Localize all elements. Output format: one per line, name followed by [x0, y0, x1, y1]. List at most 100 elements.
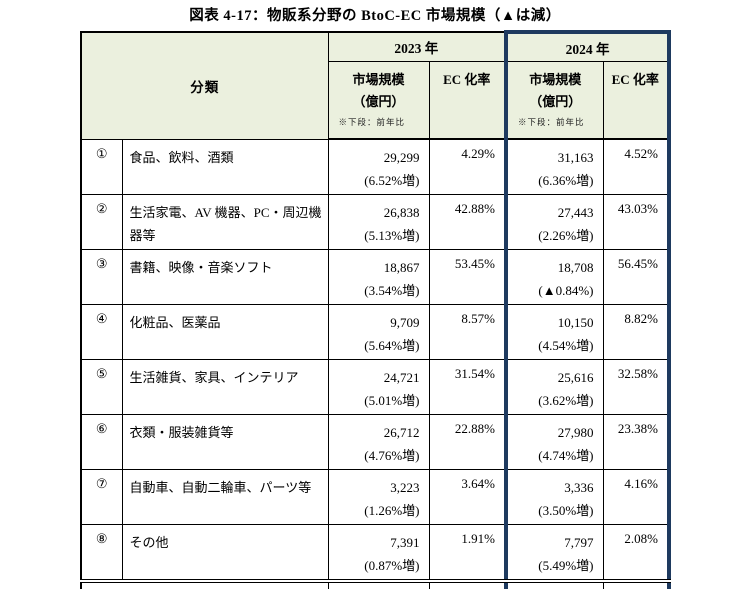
market-value: 26,712 [383, 425, 420, 440]
ec-rate-2023-cell: 22.88% [428, 414, 507, 470]
row-number: ⑦ [80, 469, 123, 525]
table-row: ⑦ 自動車、自動二輪車、パーツ等 3,223 (1.26%増) 3.64% 3,… [80, 469, 671, 525]
ec-rate-2024-cell: 23.38% [602, 414, 671, 470]
growth-value: (1.26%増) [364, 503, 420, 518]
market-value: 3,223 [390, 480, 420, 495]
total-ec-rate-2023: 9.38% [428, 579, 507, 589]
market-note: ※下段：前年比 [518, 117, 585, 127]
market-value: 7,797 [564, 535, 594, 550]
row-category: 生活雑貨、家具、インテリア [121, 359, 329, 415]
market-2023-cell: 9,709 (5.64%増) [327, 304, 430, 360]
total-row: 合計 146,760 (4.83%増) 9.38% 152,194 (3.70%… [80, 579, 671, 589]
growth-value: (5.01%増) [364, 393, 420, 408]
market-2024-cell: 25,616 (3.62%増) [504, 359, 604, 415]
market-unit-label: （億円） [352, 94, 405, 109]
table-row: ⑥ 衣類・服装雑貨等 26,712 (4.76%増) 22.88% 27,980… [80, 414, 671, 470]
market-2023-cell: 3,223 (1.26%増) [327, 469, 430, 525]
row-number: ③ [80, 249, 123, 305]
growth-value: (3.54%増) [364, 283, 420, 298]
market-2024-cell: 27,980 (4.74%増) [504, 414, 604, 470]
ec-rate-2023-subheader: EC 化率 [428, 61, 507, 140]
market-value: 24,721 [383, 370, 420, 385]
table-body: ① 食品、飲料、酒類 29,299 (6.52%増) 4.29% 31,163 … [80, 138, 671, 582]
ec-rate-2023-cell: 31.54% [428, 359, 507, 415]
growth-value: (2.26%増) [538, 228, 594, 243]
row-category: 食品、飲料、酒類 [121, 138, 329, 195]
ec-rate-2024-cell: 4.16% [602, 469, 671, 525]
ec-rate-2023-cell: 53.45% [428, 249, 507, 305]
market-2023-cell: 26,838 (5.13%増) [327, 194, 430, 250]
market-label: 市場規模 [529, 72, 582, 87]
table-row: ⑤ 生活雑貨、家具、インテリア 24,721 (5.01%増) 31.54% 2… [80, 359, 671, 415]
ec-market-table: 分類 2023 年 2024 年 市場規模 （億円） ※下段：前年比 EC 化率… [80, 30, 671, 589]
market-2024-cell: 3,336 (3.50%増) [504, 469, 604, 525]
total-market-2023: 146,760 (4.83%増) [327, 579, 430, 589]
class-header-cell: 分類 [80, 31, 329, 140]
market-2024-cell: 10,150 (4.54%増) [504, 304, 604, 360]
total-body: 合計 146,760 (4.83%増) 9.38% 152,194 (3.70%… [80, 579, 671, 589]
table-header: 分類 2023 年 2024 年 市場規模 （億円） ※下段：前年比 EC 化率… [80, 30, 671, 140]
ec-rate-2023-cell: 1.91% [428, 524, 507, 582]
market-2023-cell: 18,867 (3.54%増) [327, 249, 430, 305]
market-value: 29,299 [383, 150, 420, 165]
market-value: 7,391 [390, 535, 420, 550]
market-2023-cell: 24,721 (5.01%増) [327, 359, 430, 415]
market-value: 3,336 [564, 480, 594, 495]
row-category: 化粧品、医薬品 [121, 304, 329, 360]
market-note: ※下段：前年比 [338, 117, 406, 127]
ec-rate-2024-cell: 2.08% [602, 524, 671, 582]
market-value: 18,708 [557, 260, 594, 275]
row-category: その他 [121, 524, 329, 582]
market-2024-cell: 27,443 (2.26%増) [504, 194, 604, 250]
table-row: ⑧ その他 7,391 (0.87%増) 1.91% 7,797 (5.49%増… [80, 524, 671, 582]
market-2024-subheader: 市場規模 （億円） ※下段：前年比 [504, 61, 604, 140]
row-number: ⑤ [80, 359, 123, 415]
year-2024-header: 2024 年 [504, 30, 671, 62]
market-2023-subheader: 市場規模 （億円） ※下段：前年比 [327, 61, 430, 140]
market-value: 27,443 [557, 205, 594, 220]
market-2024-cell: 18,708 (▲0.84%) [504, 249, 604, 305]
ec-rate-2024-cell: 8.82% [602, 304, 671, 360]
ec-rate-2023-cell: 8.57% [428, 304, 507, 360]
table-row: ② 生活家電、AV 機器、PC・周辺機器等 26,838 (5.13%増) 42… [80, 194, 671, 250]
row-number: ⑧ [80, 524, 123, 582]
subheader-row: 市場規模 （億円） ※下段：前年比 EC 化率 市場規模 （億円） ※下段：前年… [81, 61, 671, 140]
market-2023-cell: 26,712 (4.76%増) [327, 414, 430, 470]
growth-value: (5.49%増) [538, 558, 594, 573]
market-value: 18,867 [383, 260, 420, 275]
ec-rate-2023-cell: 4.29% [428, 138, 507, 195]
growth-value: (5.13%増) [364, 228, 420, 243]
market-value: 27,980 [557, 425, 594, 440]
market-2023-cell: 29,299 (6.52%増) [327, 138, 430, 195]
table-row: ③ 書籍、映像・音楽ソフト 18,867 (3.54%増) 53.45% 18,… [80, 249, 671, 305]
ec-rate-2024-cell: 32.58% [602, 359, 671, 415]
ec-rate-2024-cell: 43.03% [602, 194, 671, 250]
market-unit-label: （億円） [529, 94, 582, 109]
row-category: 自動車、自動二輪車、パーツ等 [121, 469, 329, 525]
total-market-2024: 152,194 (3.70%増) [504, 579, 604, 589]
growth-value: (4.76%増) [364, 448, 420, 463]
growth-value: (5.64%増) [364, 338, 420, 353]
growth-value: (6.36%増) [538, 173, 594, 188]
row-number: ④ [80, 304, 123, 360]
growth-value: (4.54%増) [538, 338, 594, 353]
market-value: 10,150 [557, 315, 594, 330]
growth-value: (0.87%増) [364, 558, 420, 573]
market-value: 31,163 [557, 150, 594, 165]
year-header-row: 分類 2023 年 2024 年 [80, 30, 671, 140]
total-ec-rate-2024: 9.78% [602, 579, 671, 589]
market-value: 25,616 [557, 370, 594, 385]
ec-rate-2024-cell: 56.45% [602, 249, 671, 305]
table-row: ④ 化粧品、医薬品 9,709 (5.64%増) 8.57% 10,150 (4… [80, 304, 671, 360]
row-category: 生活家電、AV 機器、PC・周辺機器等 [121, 194, 329, 250]
growth-value: (3.50%増) [538, 503, 594, 518]
growth-value: (4.74%増) [538, 448, 594, 463]
row-number: ① [80, 138, 123, 195]
row-number: ② [80, 194, 123, 250]
ec-rate-2024-cell: 4.52% [602, 138, 671, 195]
market-value: 9,709 [390, 315, 420, 330]
market-value: 26,838 [383, 205, 420, 220]
ec-rate-2023-cell: 3.64% [428, 469, 507, 525]
total-label: 合計 [80, 579, 329, 589]
